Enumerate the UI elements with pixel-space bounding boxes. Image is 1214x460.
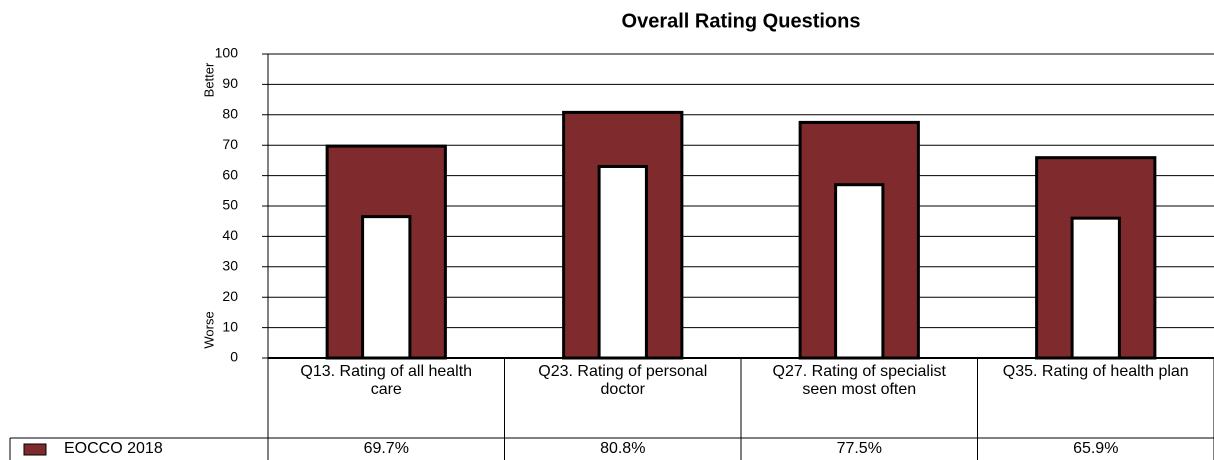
value-label: 77.5% bbox=[836, 440, 882, 457]
bar bbox=[361, 215, 412, 360]
category-label: Q23. Rating of personal doctor bbox=[538, 363, 708, 398]
category-label: Q13. Rating of all health care bbox=[300, 363, 473, 398]
y-tick-label: 60 bbox=[222, 166, 238, 182]
legend-label: EOCCO 2018 bbox=[64, 440, 163, 457]
y-tick-label: 50 bbox=[222, 197, 238, 213]
y-axis-bottom-label: Worse bbox=[201, 311, 216, 348]
bar bbox=[834, 183, 885, 360]
y-tick-label: 40 bbox=[222, 227, 238, 243]
bar bbox=[597, 164, 648, 360]
value-label: 65.9% bbox=[1073, 440, 1119, 457]
legend-swatch bbox=[23, 443, 47, 456]
y-tick-label: 80 bbox=[222, 106, 238, 122]
category-label: Q35. Rating of health plan bbox=[1002, 363, 1189, 380]
chart-title: Overall Rating Questions bbox=[622, 10, 861, 32]
y-axis-top-label: Better bbox=[201, 62, 216, 97]
y-tick-label: 90 bbox=[222, 75, 238, 91]
y-tick-label: 10 bbox=[222, 318, 238, 334]
value-label: 69.7% bbox=[363, 440, 409, 457]
y-tick-label: 20 bbox=[222, 288, 238, 304]
category-label: Q27. Rating of specialist seen most ofte… bbox=[772, 363, 946, 398]
value-label: 80.8% bbox=[600, 440, 646, 457]
y-tick-label: 100 bbox=[215, 45, 239, 61]
y-tick-label: 70 bbox=[222, 136, 238, 152]
bar bbox=[1070, 216, 1121, 360]
y-tick-label: 0 bbox=[230, 349, 238, 365]
y-tick-label: 30 bbox=[222, 258, 238, 274]
